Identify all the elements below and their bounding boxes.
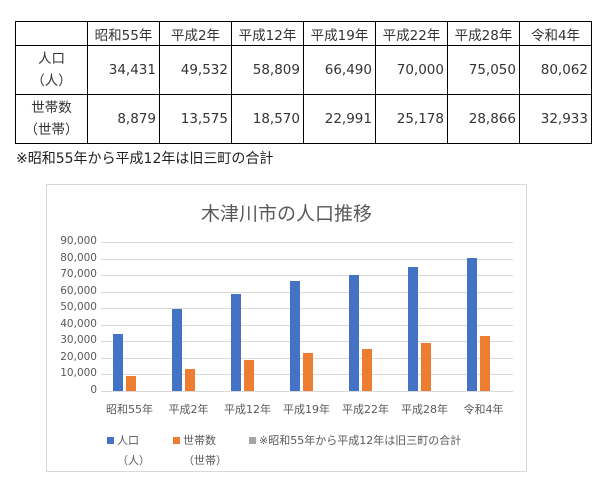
y-tick-label: 80,000 [60, 252, 97, 264]
x-tick-label: 平成19年 [283, 403, 330, 416]
table-cell: 18,570 [231, 94, 304, 144]
table-cell: 13,575 [159, 94, 232, 144]
bar-population [231, 293, 241, 391]
x-tick-label: 昭和55年 [106, 403, 153, 416]
header-cell: 平成22年 [375, 21, 448, 46]
legend-sublabel: （人） [117, 454, 150, 467]
header-cell: 平成12年 [231, 21, 304, 46]
gridline [101, 391, 513, 392]
gridline [101, 325, 513, 326]
bar-population [467, 258, 477, 391]
table-cell: 75,050 [447, 45, 520, 95]
bar-population [113, 333, 123, 391]
y-tick-label: 30,000 [60, 334, 97, 346]
row-label: 人口 [38, 51, 65, 67]
table-row-households: 世帯数 （世帯） 8,879 13,575 18,570 22,991 25,1… [15, 94, 592, 144]
legend-item-note: ※昭和55年から平成12年は旧三町の合計 [249, 431, 461, 451]
bar-households [126, 376, 136, 391]
y-tick-label: 90,000 [60, 235, 97, 247]
gridline [101, 341, 513, 342]
bar-households [362, 349, 372, 391]
y-tick-label: 0 [90, 384, 97, 396]
table-cell: 28,866 [447, 94, 520, 144]
bar-households [185, 368, 195, 391]
x-tick-label: 平成12年 [224, 403, 271, 416]
y-tick-label: 40,000 [60, 318, 97, 330]
legend-swatch-blue [107, 436, 114, 444]
row-header: 人口 （人） [15, 45, 88, 95]
legend-item-population: 人口 （人） [107, 431, 150, 471]
bar-population [290, 280, 300, 391]
table-cell: 66,490 [303, 45, 376, 95]
population-table: 昭和55年 平成2年 平成12年 平成19年 平成22年 平成28年 令和4年 … [15, 21, 592, 144]
table-cell: 22,991 [303, 94, 376, 144]
x-tick-label: 令和4年 [463, 403, 504, 416]
table-cell: 58,809 [231, 45, 304, 95]
header-cell: 昭和55年 [87, 21, 160, 46]
x-tick-label: 平成28年 [401, 403, 448, 416]
bar-households [421, 343, 431, 391]
table-cell: 70,000 [375, 45, 448, 95]
gridline [101, 308, 513, 309]
header-cell: 令和4年 [519, 21, 592, 46]
table-footnote: ※昭和55年から平成12年は旧三町の合計 [16, 151, 274, 167]
header-cell [15, 21, 88, 46]
legend-label: 人口 [117, 434, 139, 447]
bar-population [349, 275, 359, 391]
bar-households [303, 352, 313, 391]
bar-population [172, 308, 182, 391]
table-row-population: 人口 （人） 34,431 49,532 58,809 66,490 70,00… [15, 45, 592, 95]
population-chart: 木津川市の人口推移 0 10,000 20,000 30,000 40,000 50,00… [46, 184, 527, 472]
table-cell: 8,879 [87, 94, 160, 144]
table-cell: 25,178 [375, 94, 448, 144]
bar-population [408, 266, 418, 391]
gridline [101, 292, 513, 293]
x-tick-label: 平成2年 [168, 403, 209, 416]
y-tick-label: 60,000 [60, 285, 97, 297]
y-tick-label: 70,000 [60, 268, 97, 280]
row-label: 世帯数 [31, 100, 72, 116]
legend-label: ※昭和55年から平成12年は旧三町の合計 [259, 434, 462, 447]
row-unit: （人） [31, 73, 72, 89]
bar-households [244, 360, 254, 391]
legend-sublabel: （世帯） [183, 454, 227, 467]
header-cell: 平成19年 [303, 21, 376, 46]
gridline [101, 242, 513, 243]
chart-title: 木津川市の人口推移 [200, 203, 372, 225]
header-cell: 平成2年 [159, 21, 232, 46]
legend-swatch-orange [173, 436, 180, 444]
row-unit: （世帯） [24, 122, 79, 138]
x-tick-label: 平成22年 [342, 403, 389, 416]
table-header-row: 昭和55年 平成2年 平成12年 平成19年 平成22年 平成28年 令和4年 [15, 21, 592, 46]
gridline [101, 259, 513, 260]
y-tick-label: 50,000 [60, 301, 97, 313]
legend-swatch-gray [249, 436, 256, 444]
table-cell: 80,062 [519, 45, 592, 95]
gridline [101, 275, 513, 276]
bar-households [480, 336, 490, 391]
header-cell: 平成28年 [447, 21, 520, 46]
table-cell: 32,933 [519, 94, 592, 144]
legend-item-households: 世帯数 （世帯） [173, 431, 227, 471]
y-tick-label: 20,000 [60, 351, 97, 363]
y-tick-label: 10,000 [60, 367, 97, 379]
table-cell: 49,532 [159, 45, 232, 95]
row-header: 世帯数 （世帯） [15, 94, 88, 144]
legend-label: 世帯数 [183, 434, 216, 447]
table-cell: 34,431 [87, 45, 160, 95]
